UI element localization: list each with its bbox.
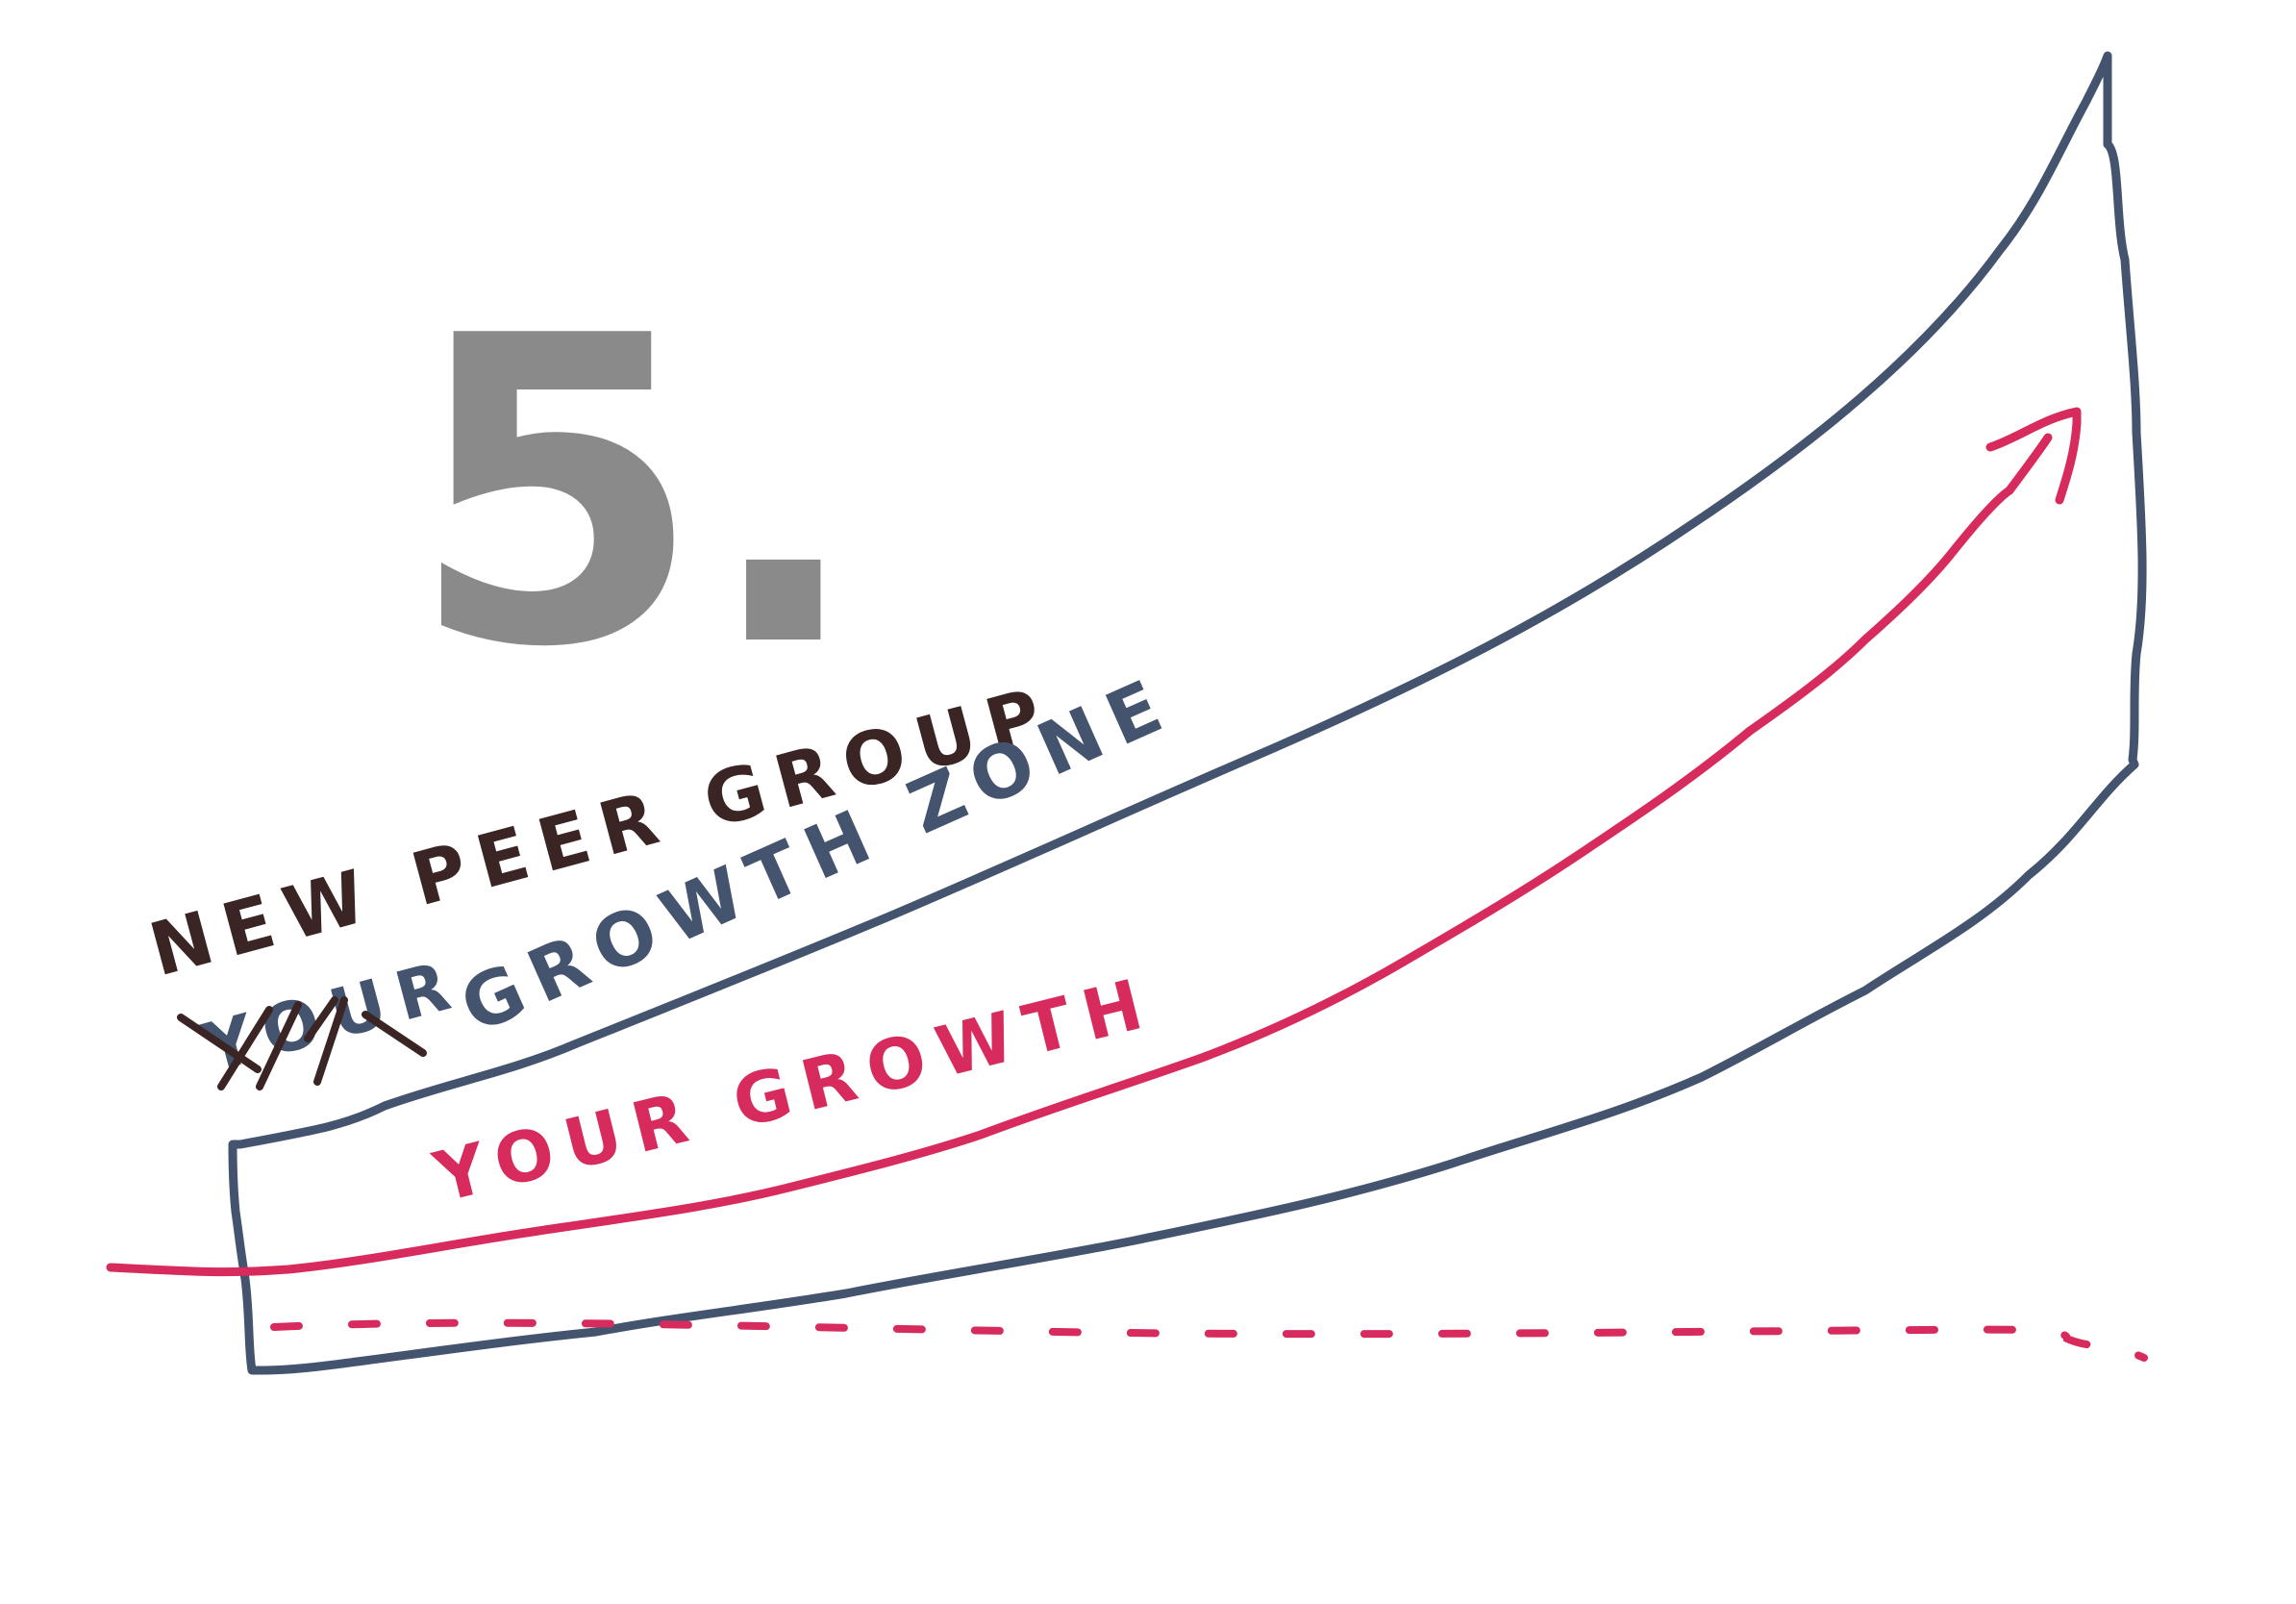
growth-zone-outline	[228, 51, 2147, 1375]
step-number: 5.	[409, 247, 863, 739]
baseline-dashed-line	[270, 1318, 2148, 1362]
strike-through-marks	[177, 996, 427, 1090]
your-growth-line	[106, 433, 2053, 1277]
growth-arrow-head	[1985, 407, 2082, 505]
